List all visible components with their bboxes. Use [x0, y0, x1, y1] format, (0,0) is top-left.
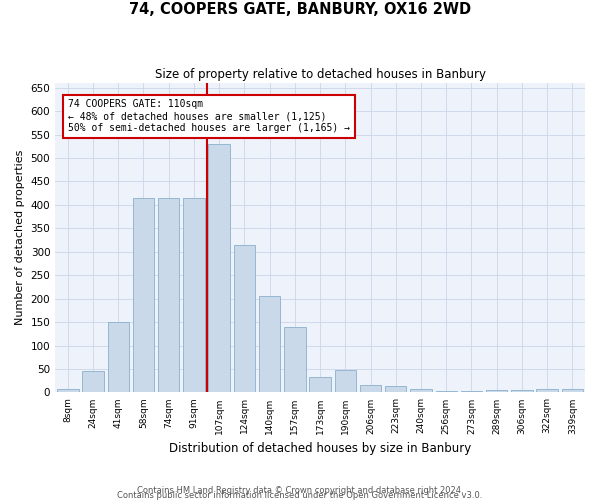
Bar	[133, 198, 154, 392]
Bar	[385, 386, 406, 392]
Text: Contains HM Land Registry data © Crown copyright and database right 2024.: Contains HM Land Registry data © Crown c…	[137, 486, 463, 495]
Bar	[511, 390, 533, 392]
Bar	[335, 370, 356, 392]
Bar	[107, 322, 129, 392]
Bar	[158, 198, 179, 392]
Bar	[436, 390, 457, 392]
Bar	[57, 388, 79, 392]
Title: Size of property relative to detached houses in Banbury: Size of property relative to detached ho…	[155, 68, 485, 80]
Bar	[461, 391, 482, 392]
Bar	[208, 144, 230, 392]
Bar	[284, 327, 305, 392]
Bar	[562, 389, 583, 392]
Y-axis label: Number of detached properties: Number of detached properties	[15, 150, 25, 326]
Bar	[410, 388, 432, 392]
Text: Contains public sector information licensed under the Open Government Licence v3: Contains public sector information licen…	[118, 491, 482, 500]
X-axis label: Distribution of detached houses by size in Banbury: Distribution of detached houses by size …	[169, 442, 471, 455]
Bar	[259, 296, 280, 392]
Bar	[233, 245, 255, 392]
Bar	[360, 386, 381, 392]
Bar	[183, 198, 205, 392]
Text: 74, COOPERS GATE, BANBURY, OX16 2WD: 74, COOPERS GATE, BANBURY, OX16 2WD	[129, 2, 471, 18]
Text: 74 COOPERS GATE: 110sqm
← 48% of detached houses are smaller (1,125)
50% of semi: 74 COOPERS GATE: 110sqm ← 48% of detache…	[68, 100, 350, 132]
Bar	[536, 389, 558, 392]
Bar	[310, 377, 331, 392]
Bar	[486, 390, 508, 392]
Bar	[82, 372, 104, 392]
